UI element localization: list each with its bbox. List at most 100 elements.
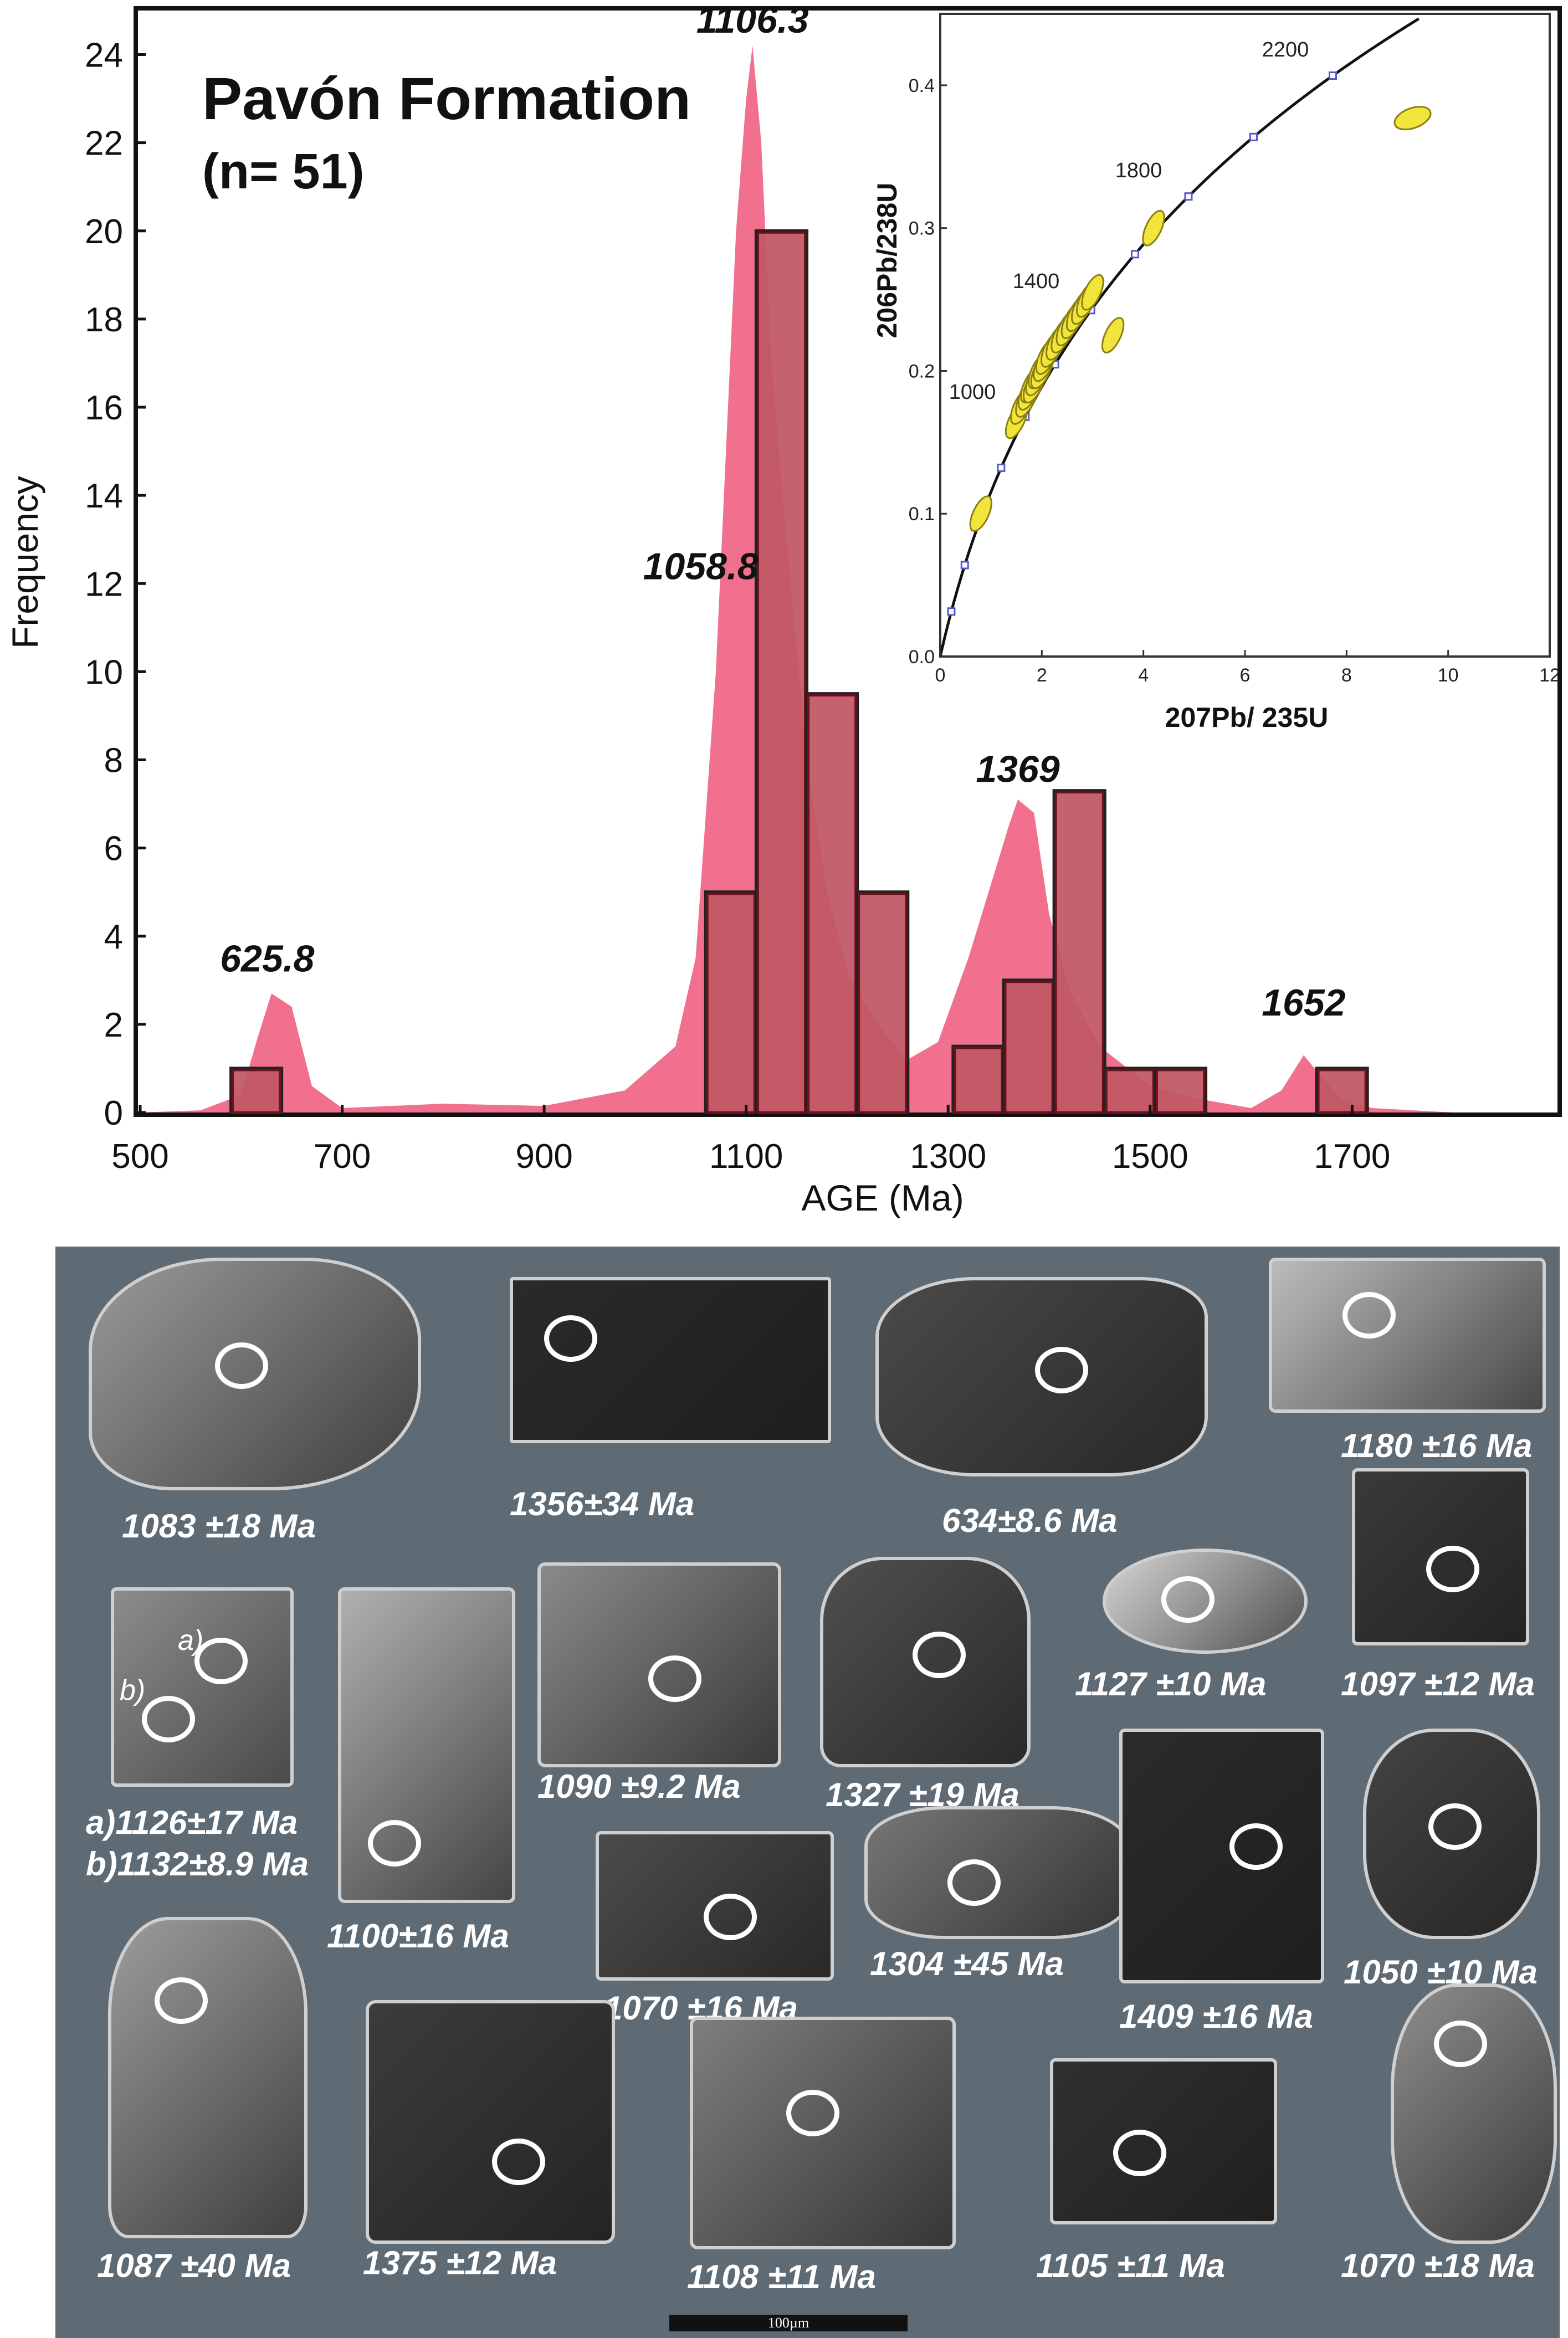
- inset-y-axis-label: 206Pb/238U: [872, 183, 903, 339]
- analysis-spot: [1428, 1803, 1482, 1850]
- y-tick-label: 6: [104, 830, 123, 868]
- histogram-bar: [1155, 1069, 1206, 1114]
- inset-x-tick-label: 10: [1438, 665, 1459, 686]
- analysis-spot: [215, 1342, 268, 1389]
- data-ellipse: [1142, 209, 1165, 247]
- y-tick-label: 0: [104, 1094, 123, 1132]
- peak-age-label: 1652: [1262, 982, 1345, 1024]
- grain-age-label: 634±8.6 Ma: [942, 1502, 1118, 1539]
- x-tick-label: 1500: [1112, 1137, 1188, 1176]
- analysis-spot: [648, 1655, 701, 1702]
- chart-title: Pavón Formation: [202, 65, 691, 132]
- zircon-grain-image: [1391, 1983, 1557, 2244]
- zircon-grain-image: [1119, 1729, 1324, 1983]
- concordia-age-label: 1400: [1013, 270, 1060, 293]
- grain-age-label: 1100±16 Ma: [327, 1917, 509, 1955]
- y-tick-label: 8: [104, 742, 123, 780]
- grain-age-label: 1097 ±12 Ma: [1341, 1665, 1535, 1703]
- peak-age-label: 1058.8: [643, 545, 759, 587]
- analysis-spot: [544, 1315, 598, 1362]
- grain-age-label: 1375 ±12 Ma: [363, 2244, 557, 2281]
- histogram-bar: [954, 1047, 1003, 1114]
- inset-x-tick-label: 12: [1539, 665, 1560, 686]
- inset-x-tick-label: 0: [935, 665, 946, 686]
- grain-age-label: 1304 ±45 Ma: [870, 1945, 1064, 1982]
- analysis-spot: [703, 1893, 757, 1940]
- grain-age-label: 1105 ±11 Ma: [1036, 2247, 1225, 2284]
- concordia-age-marker: [1249, 132, 1258, 141]
- zircon-grain-image: [864, 1806, 1130, 1939]
- grain-age-label: 1356±34 Ma: [510, 1485, 695, 1522]
- y-tick-label: 16: [85, 389, 123, 427]
- grain-age-label-b: b)1132±8.9 Ma: [86, 1845, 309, 1883]
- analysis-spot: [1342, 1292, 1396, 1339]
- x-tick-label: 1300: [910, 1137, 986, 1176]
- concordia-age-marker: [947, 607, 956, 616]
- analysis-spot: [1426, 1546, 1479, 1592]
- grain-age-label: 1409 ±16 Ma: [1119, 1998, 1313, 2035]
- y-tick-label: 10: [85, 653, 123, 691]
- y-tick-label: 20: [85, 213, 123, 251]
- chart-subtitle: (n= 51): [202, 144, 365, 199]
- concordia-age-marker: [997, 463, 1006, 472]
- inset-x-tick-label: 8: [1341, 665, 1352, 686]
- histogram-bar: [756, 231, 807, 1114]
- inset-y-tick-label: 0.1: [909, 504, 935, 525]
- inset-x-axis-label: 207Pb/ 235U: [1165, 702, 1329, 733]
- peak-age-label: 625.8: [220, 937, 314, 980]
- zircon-grain-image: [510, 1277, 831, 1443]
- analysis-spot: [1161, 1576, 1215, 1623]
- spot-a-marker: a): [178, 1624, 204, 1657]
- zircon-grain-image: [875, 1277, 1208, 1476]
- x-tick-label: 700: [314, 1137, 371, 1176]
- histogram-bar: [706, 893, 756, 1114]
- analysis-spot: [1113, 2130, 1166, 2176]
- x-tick-label: 500: [111, 1137, 168, 1176]
- x-axis-label: AGE (Ma): [801, 1177, 964, 1218]
- analysis-spot: [1229, 1823, 1283, 1870]
- y-tick-label: 2: [104, 1006, 123, 1044]
- concordia-age-marker: [960, 561, 969, 570]
- zircon-grain-image: [1103, 1549, 1308, 1654]
- y-axis-label: Frequency: [4, 476, 45, 649]
- analysis-spot: [947, 1859, 1001, 1906]
- analysis-spot: [786, 2090, 839, 2136]
- inset-x-tick-label: 6: [1240, 665, 1251, 686]
- grain-age-label: 1083 ±18 Ma: [122, 1508, 316, 1545]
- inset-y-tick-label: 0.4: [909, 75, 935, 96]
- zircon-grain-image: [1050, 2058, 1277, 2224]
- data-ellipse: [1081, 274, 1104, 311]
- y-tick-label: 24: [85, 37, 123, 75]
- x-tick-label: 1700: [1314, 1137, 1390, 1176]
- analysis-spot: [1434, 2021, 1487, 2068]
- y-tick-label: 14: [85, 477, 123, 515]
- grain-age-label: 1108 ±11 Ma: [687, 2258, 876, 2295]
- analysis-spot: [913, 1632, 966, 1678]
- concordia-age-marker: [1184, 192, 1193, 201]
- histogram-bar: [807, 694, 857, 1114]
- cl-image-panel: 1083 ±18 Ma 1356±34 Ma 634±8.6 Ma 1180 ±16 …: [55, 1247, 1560, 2338]
- inset-y-tick-label: 0.3: [909, 218, 935, 239]
- zircon-grain-image: [1269, 1258, 1546, 1413]
- zircon-grain-image: [596, 1831, 834, 1981]
- y-tick-label: 12: [85, 565, 123, 603]
- data-ellipse: [1393, 106, 1432, 131]
- inset-y-tick-label: 0.2: [909, 361, 935, 382]
- zircon-grain-image-dual-spot: a) b): [111, 1587, 294, 1787]
- inset-plot-frame: [939, 13, 1551, 658]
- y-tick-label: 4: [104, 918, 123, 956]
- data-ellipse: [1101, 317, 1125, 353]
- inset-x-tick-label: 2: [1037, 665, 1047, 686]
- histogram-bar: [1105, 1069, 1155, 1114]
- zircon-grain-image: [108, 1917, 308, 2238]
- grain-age-label: 1087 ±40 Ma: [97, 2247, 291, 2284]
- zircon-grain-image: [89, 1258, 421, 1490]
- zircon-grain-image: [537, 1562, 781, 1767]
- grain-age-label: 1127 ±10 Ma: [1075, 1665, 1267, 1703]
- data-ellipse: [969, 495, 993, 532]
- inset-y-tick-label: 0.0: [909, 647, 935, 668]
- spot-b-marker: b): [120, 1674, 146, 1706]
- x-tick-label: 900: [515, 1137, 572, 1176]
